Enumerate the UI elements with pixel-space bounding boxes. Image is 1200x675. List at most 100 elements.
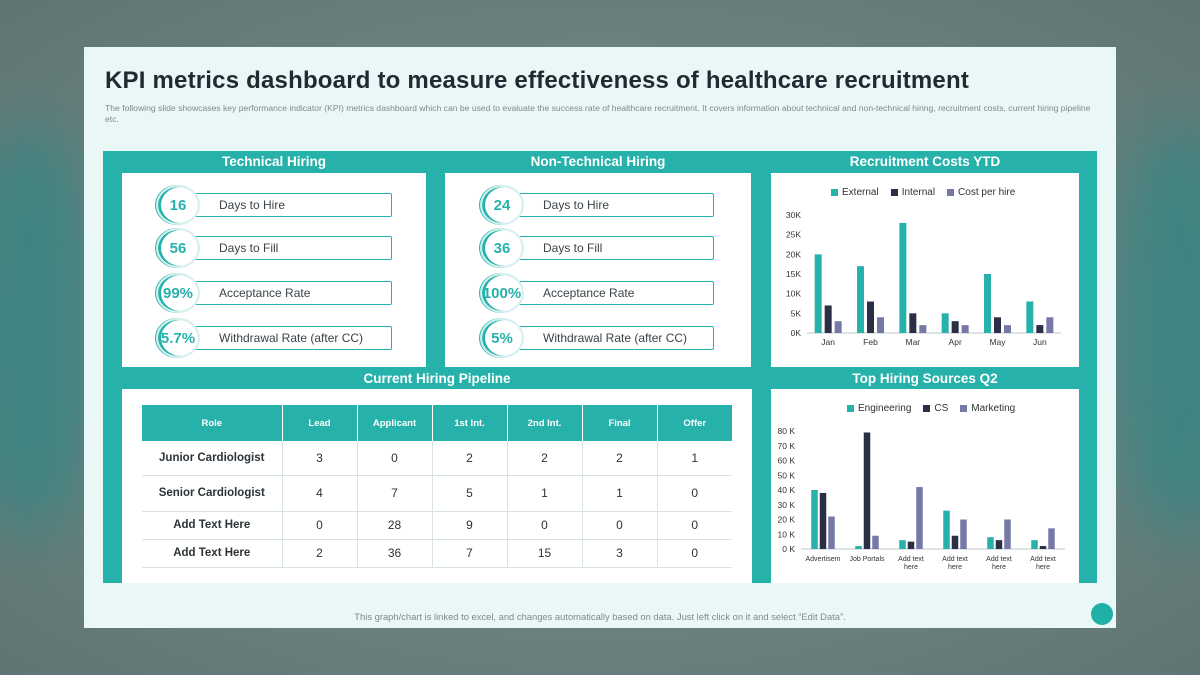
page-title: KPI metrics dashboard to measure effecti… (105, 67, 970, 94)
table-cell: 0 (582, 511, 658, 540)
technical-hiring-panel: Days to Hire 16 Days to Fill 56 Acceptan… (122, 173, 426, 367)
kpi-label: Acceptance Rate (219, 286, 311, 300)
bar-internal (909, 313, 917, 333)
kpi-bar: Acceptance Rate (498, 281, 714, 305)
x-tick-label: Add text (986, 556, 1012, 563)
bar-external (1026, 301, 1034, 333)
legend-label: Internal (901, 187, 936, 198)
bar-external (899, 222, 907, 333)
bar-engineering (987, 537, 994, 549)
x-tick-label: Feb (863, 337, 878, 347)
bar-cs (907, 541, 915, 549)
kpi-acceptance-rate: Acceptance Rate 99% (156, 273, 392, 313)
x-tick-label: Job Portals (849, 556, 885, 563)
table-cell: 3 (582, 539, 658, 568)
kpi-value: 56 (156, 228, 200, 268)
y-tick-label: 0 K (782, 544, 795, 554)
bar-cs (1039, 546, 1047, 549)
x-tick-label: here (1036, 564, 1050, 571)
bar-external (857, 266, 864, 333)
bar-cost-per-hire (834, 321, 842, 333)
x-tick-label: Jun (1033, 337, 1047, 347)
legend-item: CS (923, 403, 948, 414)
table-cell: 28 (357, 511, 433, 540)
kpi-days-to-fill: Days to Fill 36 (480, 228, 716, 268)
table-cell: 0 (357, 441, 433, 476)
y-tick-label: 10K (786, 289, 801, 299)
table-cell: 0 (282, 511, 358, 540)
legend-label: External (842, 187, 879, 198)
kpi-label: Days to Hire (543, 198, 610, 212)
bar-internal (867, 301, 874, 333)
legend-item: Internal (890, 187, 936, 198)
non-technical-hiring-title: Non-Technical Hiring (530, 154, 666, 169)
table-row: Add Text Here 2 36 7 15 3 0 (142, 539, 732, 568)
kpi-withdrawal-rate: Withdrawal Rate (after CC) 5% (480, 318, 716, 358)
bar-engineering (811, 490, 818, 549)
technical-hiring-title: Technical Hiring (221, 154, 327, 169)
legend-label: Engineering (858, 403, 912, 414)
kpi-days-to-fill: Days to Fill 56 (156, 228, 392, 268)
bar-cost-per-hire (961, 325, 969, 333)
x-tick-label: May (989, 337, 1006, 347)
bar-external (984, 274, 991, 333)
kpi-bar: Withdrawal Rate (after CC) (174, 326, 392, 350)
x-tick-label: Add text (1030, 556, 1056, 563)
page-subtitle: The following slide showcases key perfor… (105, 103, 1091, 124)
table-cell-role: Add Text Here (142, 539, 283, 568)
kpi-bar: Acceptance Rate (174, 281, 392, 305)
y-tick-label: 70 K (778, 441, 796, 451)
y-tick-label: 0K (791, 328, 802, 338)
bar-marketing (1004, 519, 1011, 549)
bar-external (941, 313, 949, 333)
table-cell: 0 (657, 539, 732, 568)
table-cell-role: Junior Cardiologist (142, 441, 283, 476)
y-tick-label: 40 K (778, 485, 796, 495)
table-cell: 0 (507, 511, 583, 540)
kpi-value: 36 (480, 228, 524, 268)
top-hiring-sources-panel: Engineering CS Marketing 0 K 10 K 20 K 30 K… (771, 389, 1079, 583)
table-cell: 1 (657, 441, 732, 476)
pipeline-table: Role Lead Applicant 1st Int. 2nd Int. Fi… (142, 405, 732, 568)
table-cell: 3 (282, 441, 358, 476)
kpi-label: Withdrawal Rate (after CC) (219, 331, 364, 345)
x-tick-label: here (992, 564, 1006, 571)
table-cell: 2 (582, 441, 658, 476)
table-row: Junior Cardiologist 3 0 2 2 2 1 (142, 441, 732, 476)
kpi-value: 24 (480, 185, 524, 225)
bar-cs (951, 535, 959, 549)
header-role: Role (142, 405, 283, 441)
legend-item: Engineering (847, 403, 911, 414)
slide-dot (1091, 603, 1113, 625)
legend-item: External (831, 187, 879, 198)
non-technical-hiring-panel: Days to Hire 24 Days to Fill 36 Acceptan… (445, 173, 751, 367)
table-cell: 5 (432, 475, 508, 512)
footer-note: This graph/chart is linked to excel, and… (354, 611, 846, 622)
kpi-bar: Days to Fill (498, 236, 714, 260)
bar-cs (863, 432, 871, 549)
bar-cost-per-hire (1004, 325, 1011, 333)
table-cell: 2 (432, 441, 508, 476)
y-tick-label: 30 K (778, 500, 796, 510)
bar-marketing (960, 519, 967, 549)
header-offer: Offer (657, 405, 732, 441)
table-cell: 0 (657, 511, 732, 540)
kpi-days-to-hire: Days to Hire 16 (156, 185, 392, 225)
x-tick-label: Add text (942, 556, 968, 563)
recruitment-costs-panel: External Internal Cost per hire 0K 5K 10K 1… (771, 173, 1079, 367)
x-tick-label: here (904, 564, 918, 571)
x-tick-label: here (948, 564, 962, 571)
header-first-interview: 1st Int. (432, 405, 508, 441)
legend-swatch (831, 189, 838, 196)
y-tick-label: 30K (786, 210, 801, 220)
x-tick-label: Jan (821, 337, 835, 347)
kpi-label: Days to Hire (219, 198, 286, 212)
table-row: Add Text Here 0 28 9 0 0 0 (142, 511, 732, 540)
y-tick-label: 15K (786, 269, 801, 279)
kpi-value: 99% (156, 273, 200, 313)
bar-marketing (828, 516, 835, 549)
table-row: Senior Cardiologist 4 7 5 1 1 0 (142, 475, 732, 512)
table-cell-role: Add Text Here (142, 511, 283, 540)
legend-label: Cost per hire (958, 187, 1016, 198)
chart-legend: External Internal Cost per hire (831, 187, 1015, 198)
